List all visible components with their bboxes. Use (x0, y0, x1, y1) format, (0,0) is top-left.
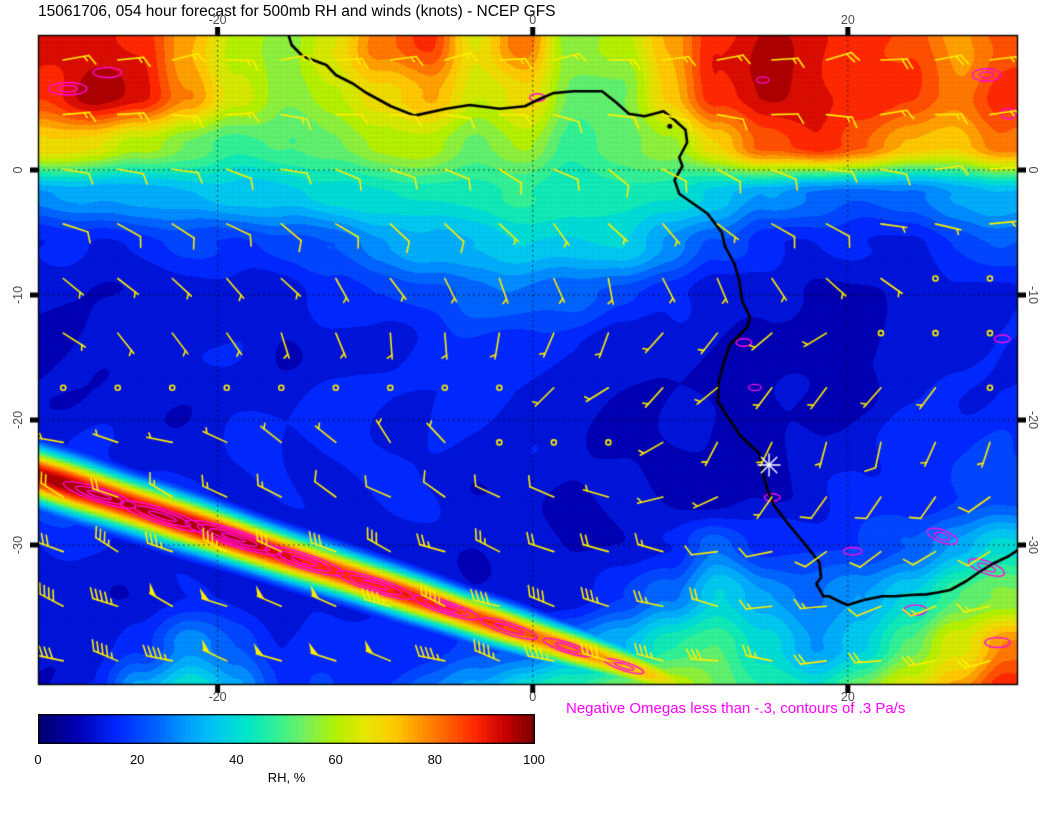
lat-tick-label-right: -30 (1026, 535, 1040, 555)
colorbar-tick-label: 40 (229, 752, 244, 767)
lat-tick-label-right: 0 (1026, 166, 1040, 174)
colorbar-tick-label: 0 (34, 752, 42, 767)
lon-tick-label-top: -20 (208, 13, 227, 27)
lon-tick-label-bottom: 0 (529, 690, 537, 704)
colorbar-tick-label: 80 (427, 752, 443, 767)
lat-tick-label-left: -20 (11, 410, 25, 430)
colorbar (38, 714, 535, 744)
lon-tick-label-top: 20 (840, 13, 855, 27)
lat-tick-label-right: -20 (1026, 410, 1040, 430)
map-canvas (30, 27, 1026, 693)
colorbar-label: RH, % (267, 770, 306, 785)
colorbar-tick-label: 20 (129, 752, 145, 767)
lat-tick-label-left: 0 (11, 166, 25, 174)
lon-tick-label-top: 0 (529, 13, 537, 27)
colorbar-tick-label: 60 (328, 752, 343, 767)
omega-annotation: Negative Omegas less than -.3, contours … (566, 700, 906, 717)
lat-tick-label-right: -10 (1026, 285, 1040, 305)
lon-tick-label-bottom: -20 (208, 690, 227, 704)
chart-title: 15061706, 054 hour forecast for 500mb RH… (38, 3, 556, 20)
colorbar-tick-label: 100 (523, 752, 545, 767)
lat-tick-label-left: -30 (11, 535, 25, 555)
lon-tick-label-bottom: 20 (840, 690, 855, 704)
lat-tick-label-left: -10 (11, 285, 25, 305)
